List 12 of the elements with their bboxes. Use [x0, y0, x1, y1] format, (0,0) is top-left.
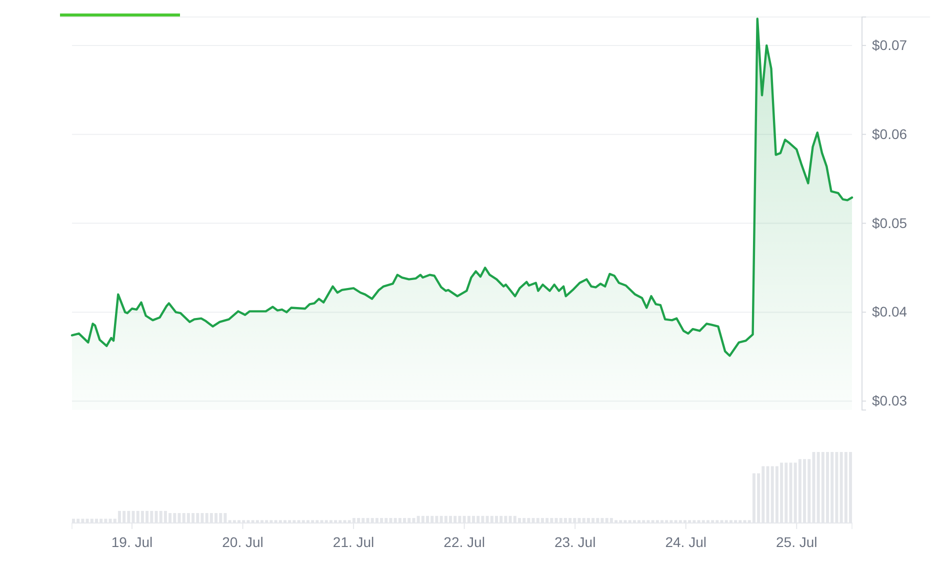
x-tick-label: 19. Jul	[111, 534, 153, 550]
x-tick-label: 22. Jul	[444, 534, 485, 550]
x-tick-label: 25. Jul	[776, 534, 818, 550]
y2-tick-label: $0.06	[872, 126, 908, 142]
x-tick-label: 23. Jul	[554, 534, 596, 550]
x-tick-label: 20. Jul	[222, 534, 264, 550]
y2-tick-label: $0.03	[872, 392, 908, 409]
y2-tick-label: $0.04	[872, 304, 908, 320]
x-tick-label: 21. Jul	[332, 534, 374, 550]
y2-tick-label: $0.07	[872, 36, 908, 53]
y2-tick-label: $0.05	[872, 214, 908, 231]
x-tick-label: 24. Jul	[665, 534, 706, 550]
